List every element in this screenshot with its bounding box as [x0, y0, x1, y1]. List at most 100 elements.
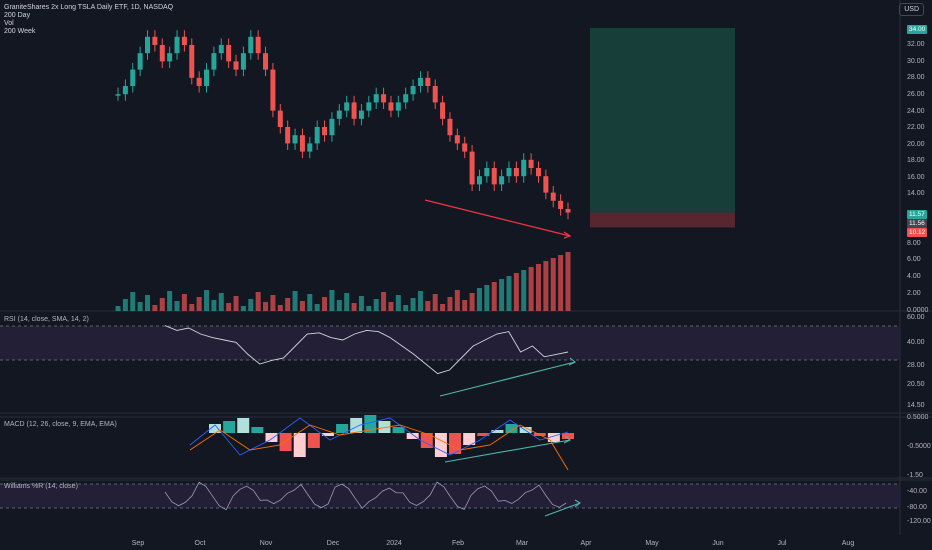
candle	[535, 168, 541, 177]
candle	[366, 102, 372, 111]
candle	[248, 36, 254, 54]
entry-price-tag: 11.56	[907, 219, 927, 228]
bearish-trendline	[424, 199, 571, 237]
macd-histogram-bar	[392, 427, 405, 433]
volume-bar	[263, 302, 269, 311]
macd-histogram-bar	[547, 433, 560, 442]
time-axis-label: Jun	[712, 540, 724, 547]
volume-bar	[491, 282, 497, 311]
volume-bar	[299, 301, 305, 311]
volume-bar	[447, 297, 453, 311]
candle	[240, 53, 246, 70]
price-axis-label: 4.00	[907, 273, 921, 280]
candle	[196, 77, 202, 86]
time-axis-label: Jul	[777, 540, 787, 547]
volume-bar	[535, 264, 541, 311]
macd-arrowhead	[563, 435, 572, 444]
price-axis-label: 0.0000	[907, 307, 929, 314]
rsi-bullish-divergence	[439, 361, 576, 397]
volume-bar	[469, 293, 475, 311]
rsi-axis-label: 60.00	[907, 314, 925, 321]
candle	[484, 168, 490, 177]
candle	[285, 127, 291, 144]
candle	[181, 36, 187, 45]
candle	[491, 168, 497, 185]
volume-bar	[513, 273, 519, 311]
candle	[565, 209, 571, 213]
candle	[506, 168, 512, 177]
macd-histogram-bar	[209, 424, 221, 433]
candle	[432, 86, 438, 103]
volume-bar	[344, 293, 350, 311]
price-axis-label: 30.00	[907, 58, 925, 65]
volume-bar	[565, 252, 571, 311]
candle	[351, 102, 357, 119]
macd-histogram-bar	[406, 433, 419, 439]
candle	[550, 192, 556, 201]
volume-bar	[240, 306, 246, 311]
candle	[344, 102, 350, 111]
macd-histogram-bar	[223, 421, 236, 433]
macd-histogram-bar	[350, 418, 363, 433]
volume-bar	[358, 296, 364, 311]
volume-bar	[410, 298, 416, 311]
volume-bar	[373, 299, 379, 311]
candle	[174, 36, 180, 54]
time-axis-label: Aug	[841, 540, 855, 547]
volume-bar	[476, 288, 482, 311]
macd-histogram-bar	[237, 418, 250, 433]
candle	[204, 69, 210, 86]
volume-bar	[388, 302, 394, 311]
price-axis-label: 18.00	[907, 157, 925, 164]
stop-price-tag: 10.12	[907, 228, 928, 237]
volume-bar	[425, 301, 431, 311]
candle	[277, 110, 283, 127]
rsi-axis-label: 40.00	[907, 339, 925, 346]
volume-bar	[543, 261, 549, 311]
williams-bullish-divergence	[544, 502, 581, 517]
macd-histogram-bar	[279, 433, 292, 451]
volume-bar	[152, 305, 158, 311]
rsi-arrowhead	[568, 357, 577, 366]
candle	[292, 135, 298, 144]
candle	[417, 77, 423, 86]
price-axis-label: 2.00	[907, 290, 921, 297]
volume-bar	[454, 290, 460, 311]
volume-bar	[366, 306, 372, 311]
time-axis-label: Dec	[326, 540, 340, 547]
macd-histogram-bar	[434, 433, 447, 457]
candle	[329, 118, 335, 136]
rsi-axis-label: 20.50	[907, 381, 925, 388]
candle	[447, 118, 453, 136]
candle	[388, 102, 394, 111]
volume-bar	[528, 267, 534, 311]
candle	[159, 45, 165, 62]
volume-bar	[204, 290, 210, 311]
currency-button[interactable]: USD	[899, 3, 924, 16]
time-axis-label: Apr	[580, 540, 592, 547]
macd-histogram-bar	[378, 421, 391, 433]
williams-arrowhead	[574, 499, 581, 508]
candle	[358, 110, 364, 119]
candle	[130, 69, 136, 86]
williams-axis-label: -120.00	[907, 518, 931, 525]
volume-bar	[314, 304, 320, 311]
macd-label: MACD (12, 26, close, 9, EMA, EMA)	[4, 421, 117, 428]
williams-axis-label: -40.00	[907, 488, 927, 495]
candle	[211, 53, 217, 70]
macd-line	[189, 417, 569, 456]
candle	[145, 36, 151, 54]
candle	[528, 159, 534, 168]
current-price-tag: 11.57	[907, 210, 927, 219]
candle	[255, 36, 261, 54]
rsi-label: RSI (14, close, SMA, 14, 2)	[4, 316, 89, 323]
candle	[115, 94, 121, 96]
macd-histogram-bar	[251, 427, 264, 433]
volume-bar	[130, 292, 136, 311]
williams-label: Williams %R (14, close)	[4, 483, 78, 490]
macd-histogram-bar	[420, 433, 433, 448]
volume-bar	[432, 294, 438, 311]
rsi-axis-label: 28.00	[907, 362, 925, 369]
volume-bar	[329, 290, 335, 311]
